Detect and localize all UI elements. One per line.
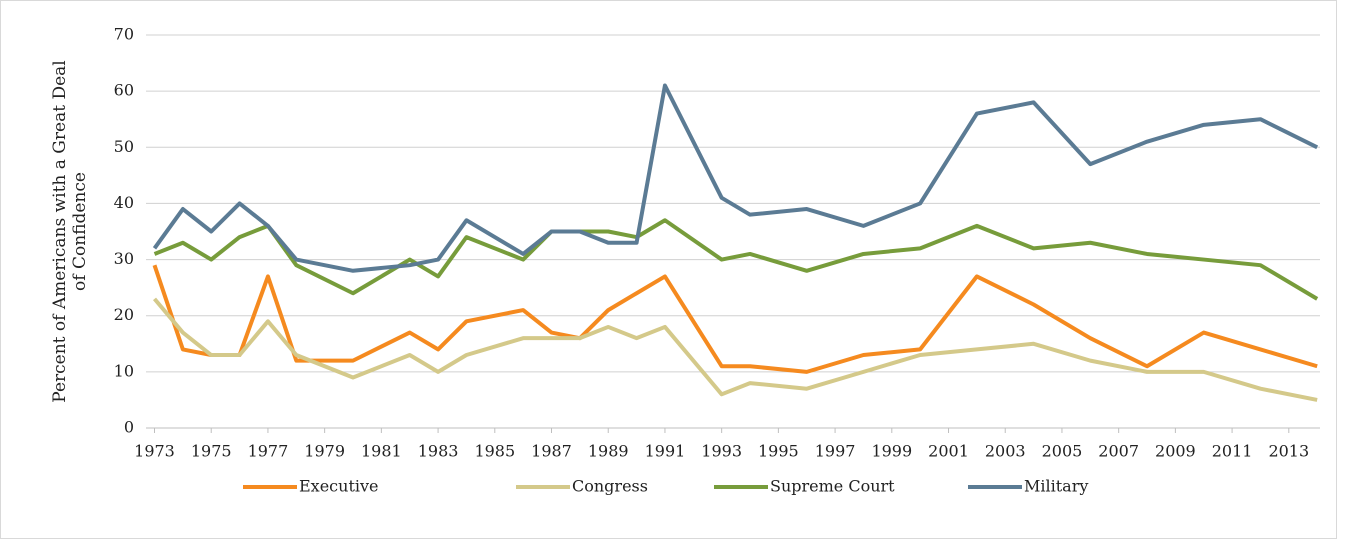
y-tick-label: 10 [114, 361, 134, 380]
x-tick-label: 2013 [1268, 442, 1309, 461]
x-tick-label: 1973 [134, 442, 175, 461]
x-tick-label: 1987 [531, 442, 572, 461]
legend-label: Executive [299, 477, 379, 496]
x-tick-label: 2001 [928, 442, 969, 461]
x-tick-label: 1991 [645, 442, 686, 461]
x-tick-label: 1989 [588, 442, 629, 461]
x-tick-label: 1985 [474, 442, 515, 461]
y-tick-label: 0 [124, 418, 134, 437]
series-line [152, 264, 1318, 374]
y-tick-label: 30 [114, 249, 134, 268]
x-tick-label: 2005 [1042, 442, 1083, 461]
x-tick-label: 1983 [418, 442, 459, 461]
x-tick-label: 1997 [815, 442, 856, 461]
series-line [152, 297, 1318, 402]
x-tick-label: 2009 [1155, 442, 1196, 461]
series-line [152, 83, 1319, 273]
legend-label: Congress [572, 477, 648, 496]
y-axis-label: Percent of Americans with a Great Dealof… [50, 60, 90, 402]
x-tick-label: 2007 [1098, 442, 1139, 461]
y-tick-label: 20 [114, 305, 134, 324]
legend-label: Supreme Court [770, 477, 895, 496]
legend-label: Military [1024, 477, 1088, 496]
x-tick-label: 1979 [304, 442, 345, 461]
x-tick-label: 1975 [191, 442, 232, 461]
x-tick-label: 1977 [248, 442, 289, 461]
x-tick-label: 1995 [758, 442, 799, 461]
x-tick-label: 1993 [701, 442, 742, 461]
x-tick-label: 1981 [361, 442, 402, 461]
y-axis-label-line: of Confidence [70, 172, 90, 291]
x-tick-label: 2003 [985, 442, 1026, 461]
y-tick-label: 50 [114, 137, 134, 156]
y-tick-label: 40 [114, 193, 134, 212]
x-tick-label: 1999 [871, 442, 912, 461]
y-axis-label-line: Percent of Americans with a Great Deal [50, 60, 70, 402]
x-tick-label: 2011 [1212, 442, 1253, 461]
y-tick-label: 60 [114, 81, 134, 100]
y-tick-label: 70 [114, 25, 134, 44]
